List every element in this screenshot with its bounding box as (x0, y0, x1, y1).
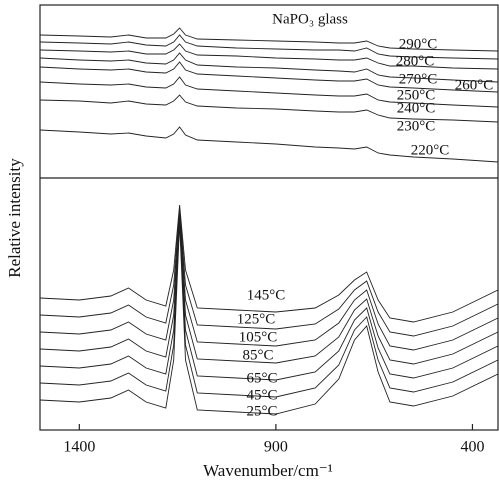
spectrum-line (39, 216, 499, 381)
spectrum-line (39, 126, 499, 163)
plot-frame (39, 4, 499, 431)
x-tick-label: 900 (264, 439, 288, 456)
series-label: 85°C (242, 347, 273, 363)
spectrum-line (39, 204, 499, 323)
spectrum-line (39, 52, 499, 83)
series-label: 250°C (397, 87, 436, 103)
spectrum-line (39, 213, 499, 365)
spectrum-line (39, 34, 499, 60)
series-label: 270°C (399, 71, 438, 87)
spectrum-line (39, 27, 499, 52)
spectrum-line (39, 43, 499, 70)
y-axis-label: Relative intensity (5, 158, 24, 278)
spectrum-line (39, 210, 499, 351)
annotation: NaPO₃ glass (272, 11, 348, 27)
spectrum-line (39, 222, 499, 415)
series-label: 230°C (397, 118, 436, 134)
series-label: 220°C (411, 142, 450, 158)
series-label: 290°C (399, 36, 438, 52)
spectrum-line (39, 61, 499, 93)
spectrum-line (39, 76, 499, 108)
series-label: 240°C (397, 100, 436, 116)
spectrum-line (39, 219, 499, 398)
series-label: 280°C (396, 53, 435, 69)
series-label: 260°C (455, 77, 494, 93)
series-label: 25°C (246, 403, 277, 419)
spectrum-line (39, 94, 499, 123)
series-label: 125°C (237, 311, 276, 327)
series-label: 105°C (239, 329, 278, 345)
series-label: 65°C (246, 370, 277, 386)
x-axis-label: Wavenumber/cm⁻¹ (203, 461, 333, 480)
x-tick-label: 400 (460, 439, 484, 456)
series-label: 45°C (246, 387, 277, 403)
spectrum-line (39, 207, 499, 337)
x-tick-label: 1400 (63, 439, 95, 456)
series-label: 145°C (247, 287, 286, 303)
